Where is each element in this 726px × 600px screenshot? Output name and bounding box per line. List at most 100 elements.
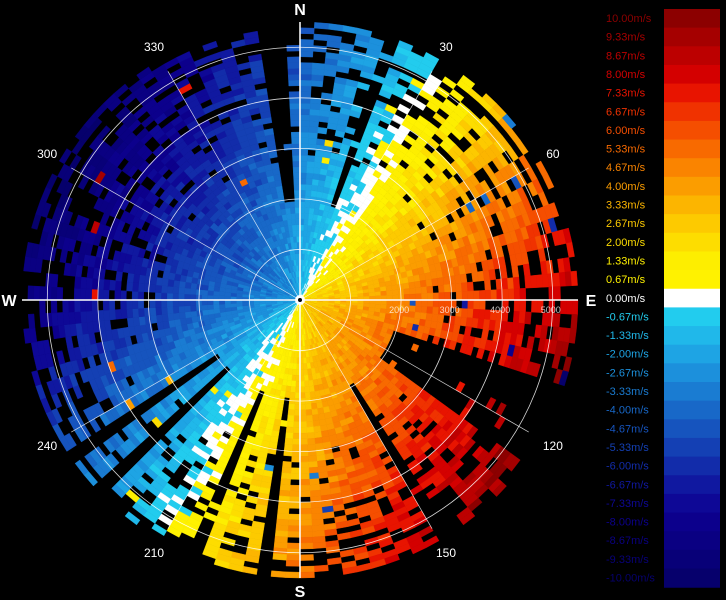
velocity-bin [73,299,81,313]
velocity-bin [287,219,293,226]
velocity-bin [537,247,547,263]
velocity-bin [220,536,236,547]
velocity-bin [178,280,186,289]
velocity-bin [380,304,387,310]
velocity-bin [184,281,192,289]
velocity-bin [526,336,535,350]
velocity-bin [309,489,321,497]
velocity-bin [449,88,465,103]
velocity-bin [85,288,92,301]
velocity-bin [207,308,215,315]
velocity-bin [137,307,145,318]
velocity-bin [281,472,292,480]
cardinal-label: S [295,584,306,600]
velocity-bin [286,554,301,561]
velocity-bin [277,507,290,515]
velocity-bin [384,426,396,437]
velocity-bin [285,207,292,215]
velocity-bin [299,172,307,179]
velocity-bin [461,290,469,301]
velocity-bin [270,162,280,170]
velocity-bin [299,126,310,133]
velocity-bin [292,438,301,445]
velocity-bin [293,421,301,428]
velocity-bin [39,299,46,314]
velocity-bin [108,309,116,321]
velocity-bin [114,280,122,291]
velocity-bin [289,391,296,399]
velocity-bin [306,160,315,168]
velocity-bin [465,344,474,356]
velocity-bin [132,308,139,318]
velocity-bin [51,393,63,409]
velocity-bin [299,421,307,428]
colorbar-cell [664,475,720,495]
velocity-bin [184,305,191,313]
colorbar-label: 6.00m/s [606,125,646,137]
colorbar-cell [664,176,720,197]
velocity-bin [372,407,382,417]
velocity-bin [349,529,364,539]
velocity-bin [149,284,157,293]
velocity-bin [311,518,324,526]
velocity-bin [203,511,218,522]
velocity-bin [299,189,306,197]
velocity-bins [23,22,579,579]
colorbar-cell [664,344,720,364]
velocity-bin [356,562,373,573]
velocity-bin [307,137,318,145]
velocity-bin [120,299,127,310]
velocity-bin [444,291,451,301]
velocity-bin [137,291,145,301]
velocity-bin [286,420,294,428]
velocity-bin [86,266,95,279]
velocity-bin [183,293,191,301]
velocity-bin [102,299,110,311]
velocity-bin [484,279,492,291]
velocity-bin [311,62,326,70]
velocity-bin [299,183,307,191]
colorbar-label: 4.67m/s [606,162,646,174]
velocity-bin [172,299,179,307]
velocity-bin [409,299,417,307]
velocity-bin [281,466,292,474]
velocity-bin [427,299,434,308]
velocity-bin [558,370,569,387]
velocity-bin [307,155,316,162]
velocity-bin [102,289,110,301]
velocity-bin [322,511,335,520]
velocity-bin [548,202,560,218]
velocity-bin [299,155,308,162]
velocity-bin [511,265,520,278]
velocity-bin [488,268,497,281]
velocity-bin [299,27,315,35]
velocity-bin [351,293,359,298]
velocity-bin [292,160,301,168]
velocity-bin [306,432,315,440]
velocity-bin [172,306,180,314]
colorbar-cell [664,83,720,103]
velocity-bin [293,415,301,422]
velocity-bin [292,166,301,173]
velocity-bin [290,131,301,139]
velocity-bin [409,293,417,301]
colorbar-cell [664,27,720,47]
velocity-bin [299,68,313,75]
velocity-bin [299,114,310,121]
velocity-bin [299,513,312,521]
velocity-bin [448,340,457,351]
velocity-bin [312,45,327,53]
velocity-bin [414,280,422,289]
velocity-bin [287,73,301,81]
velocity-bin [189,288,197,295]
velocity-bin [328,23,344,32]
velocity-bin [299,403,306,411]
velocity-bin [249,424,260,433]
velocity-bin [161,278,169,287]
velocity-bin [531,299,538,313]
velocity-bin [287,525,301,532]
velocity-bin [566,241,575,258]
velocity-bin [299,565,315,573]
colorbar-cell [664,9,720,29]
velocity-bin [288,502,301,509]
